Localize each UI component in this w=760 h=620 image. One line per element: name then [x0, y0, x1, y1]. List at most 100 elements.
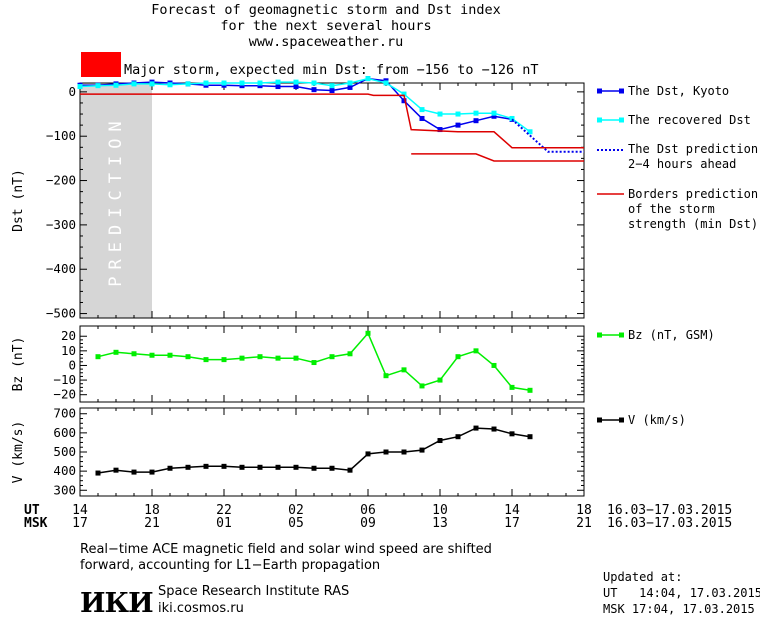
legend-marker-recovered-point	[597, 117, 602, 123]
bz-series-0-point	[491, 362, 497, 368]
legend-dst-prediction: The Dst prediction 2−4 hours ahead	[628, 142, 759, 171]
v-series-0-point	[509, 431, 515, 437]
legend-marker-recovered-point	[619, 117, 624, 123]
v-series-0-point	[239, 464, 245, 470]
footer-note-line-2: forward, accounting for L1−Earth propaga…	[80, 558, 381, 573]
v-series-0-point	[419, 447, 425, 453]
legend-marker-dst-kyoto-point	[619, 88, 624, 94]
bz-series-0-point	[365, 330, 371, 336]
v-series-0-point	[275, 464, 281, 470]
bz-series-0-point	[347, 351, 353, 357]
legend-bz: Bz (nT, GSM)	[628, 328, 715, 342]
dst-series-1-point	[77, 84, 83, 90]
bz-series-0-point	[185, 354, 191, 360]
institute-site[interactable]: iki.cosmos.ru	[158, 601, 244, 616]
bz-series-0-point	[221, 357, 227, 363]
v-series-0-point	[437, 438, 443, 444]
v-series-0-point	[95, 470, 101, 476]
ut-tick-label: 22	[216, 503, 232, 518]
dst-series-1-point	[455, 111, 461, 117]
bz-ytick-label: 10	[61, 343, 76, 358]
bz-frame	[79, 325, 585, 403]
dst-series-1-point	[167, 82, 173, 88]
title-line-2: for the next several hours	[220, 18, 432, 34]
v-series-0-point	[293, 464, 299, 470]
msk-tick-label: 21	[144, 516, 160, 531]
v-ytick-label: 500	[53, 444, 76, 459]
v-series-0-point	[185, 464, 191, 470]
dst-series-0-point	[257, 83, 263, 89]
bz-ylabel: Bz (nT)	[11, 337, 26, 392]
dst-series-1-point	[437, 111, 443, 117]
msk-tick-label: 05	[288, 516, 304, 531]
dst-series-1-point	[311, 80, 317, 86]
legend-marker-velocity-point	[619, 417, 624, 423]
storm-forecast-text: Major storm, expected min Dst: from −156…	[124, 62, 539, 78]
legend-marker-dst-kyoto-point	[597, 88, 602, 94]
ut-tick-label: 14	[72, 503, 88, 518]
bz-series-0-point	[113, 349, 119, 355]
dst-series-1-point	[419, 107, 425, 113]
bz-series-0-point	[131, 351, 137, 357]
footer-note-line-1: Real−time ACE magnetic field and solar w…	[80, 542, 492, 557]
institute-name: Space Research Institute RAS	[158, 584, 350, 599]
dst-series-1-point	[347, 80, 353, 86]
dst-series-1-point	[293, 79, 299, 85]
legend-recovered-dst: The recovered Dst	[628, 113, 751, 127]
title-url: www.spaceweather.ru	[248, 34, 404, 50]
ut-date-range: 16.03−17.03.2015	[607, 503, 733, 518]
bz-series-0-point	[167, 352, 173, 358]
legend-borders-prediction: Borders prediction of the storm strength…	[628, 187, 759, 231]
bz-ytick-label: 0	[68, 357, 76, 372]
bz-series-0-point	[239, 355, 245, 361]
ut-tick-label: 06	[360, 503, 376, 518]
v-series-0-point	[131, 469, 137, 475]
v-series-0-point	[329, 465, 335, 471]
legend-dst-kyoto: The Dst, Kyoto	[628, 84, 730, 98]
dst-series-1-point	[257, 80, 263, 86]
ut-tick-label: 14	[504, 503, 520, 518]
msk-tick-label: 17	[504, 516, 520, 531]
v-series-0-point	[527, 434, 533, 440]
legend-velocity: V (km/s)	[628, 413, 686, 427]
bz-series-0-point	[293, 355, 299, 361]
dst-series-1-line	[79, 77, 531, 133]
updated-label: Updated at:	[603, 570, 683, 584]
v-ytick-label: 400	[53, 463, 76, 478]
dst-series-0-point	[401, 98, 407, 104]
dst-ytick-label: 0	[68, 84, 76, 99]
bz-series-0-point	[203, 357, 209, 363]
bz-series-0-point	[401, 367, 407, 373]
msk-axis-label: MSK	[24, 516, 48, 531]
dst-series-1-point	[527, 129, 533, 135]
msk-tick-label: 09	[360, 516, 376, 531]
legend-marker-velocity-point	[597, 417, 602, 423]
v-series-0-point	[473, 425, 479, 431]
v-series-0-point	[113, 467, 119, 473]
title-block: Forecast of geomagnetic storm and Dst in…	[0, 2, 652, 50]
legend-marker-bz-point	[597, 332, 602, 338]
dst-series-1-point	[401, 91, 407, 97]
bz-series-0-point	[257, 354, 263, 360]
dst-series-0-point	[275, 84, 281, 90]
dst-series-0-point	[491, 113, 497, 119]
bz-series-0-point	[455, 354, 461, 360]
ut-tick-label: 18	[576, 503, 592, 518]
dst-series-1-point	[185, 81, 191, 87]
dst-series-1-point	[149, 81, 155, 87]
bz-series-0-point	[527, 387, 533, 393]
bz-series-0-point	[149, 352, 155, 358]
v-ytick-label: 300	[53, 482, 76, 497]
v-ylabel: V (km/s)	[11, 421, 26, 484]
dst-series-2-line	[511, 118, 584, 153]
v-series-0-point	[257, 464, 263, 470]
prediction-label: PREDICTION	[106, 114, 126, 286]
bz-series-0-point	[311, 360, 317, 366]
dst-series-3-line	[80, 93, 584, 149]
bz-ytick-label: 20	[61, 328, 76, 343]
dst-series-1-point	[383, 80, 389, 86]
dst-series-1-point	[95, 83, 101, 89]
updated-msk: MSK 17:04, 17.03.2015	[603, 602, 755, 616]
bz-ytick-label: −20	[53, 387, 76, 402]
dst-ytick-label: −100	[46, 128, 76, 143]
